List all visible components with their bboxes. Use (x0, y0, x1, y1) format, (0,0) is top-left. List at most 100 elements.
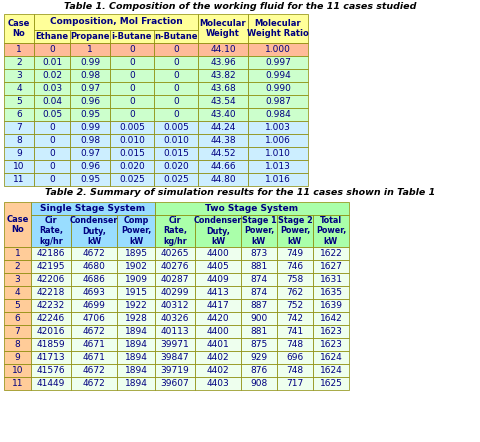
Bar (198, 82, 248, 95)
Bar (31, 338, 71, 351)
Bar (4, 43, 34, 56)
Text: 887: 887 (251, 301, 268, 310)
Bar (195, 273, 241, 286)
Bar (155, 273, 195, 286)
Bar (241, 325, 277, 338)
Text: 0.96: 0.96 (80, 162, 100, 171)
Bar (155, 247, 195, 260)
Bar (198, 95, 248, 108)
Bar (70, 160, 110, 173)
Text: Cir
Rate,
kg/hr: Cir Rate, kg/hr (39, 216, 63, 246)
Bar (31, 351, 71, 364)
Bar (155, 325, 195, 338)
Bar (4, 377, 31, 390)
Bar (110, 56, 154, 69)
Bar (241, 338, 277, 351)
Text: Composition, Mol Fraction: Composition, Mol Fraction (49, 18, 182, 27)
Text: 41713: 41713 (36, 353, 65, 362)
Text: 42016: 42016 (37, 327, 65, 336)
Bar (110, 30, 154, 43)
Bar (31, 312, 71, 325)
Text: 0: 0 (173, 110, 179, 119)
Bar (71, 312, 117, 325)
Text: 4672: 4672 (83, 379, 106, 388)
Bar (248, 160, 308, 173)
Text: 1623: 1623 (320, 340, 342, 349)
Text: 0: 0 (49, 149, 55, 158)
Text: 1894: 1894 (125, 379, 147, 388)
Bar (155, 377, 195, 390)
Text: 1.000: 1.000 (265, 45, 291, 54)
Text: 0.02: 0.02 (42, 71, 62, 80)
Text: 0.010: 0.010 (163, 136, 189, 145)
Text: 929: 929 (251, 353, 267, 362)
Bar (117, 325, 155, 338)
Bar (4, 312, 31, 325)
Text: 746: 746 (287, 262, 303, 271)
Bar (4, 69, 34, 82)
Text: 0.020: 0.020 (119, 162, 145, 171)
Bar (155, 215, 195, 247)
Bar (248, 134, 308, 147)
Bar (117, 215, 155, 247)
Text: 40299: 40299 (161, 288, 189, 297)
Text: 4401: 4401 (206, 340, 229, 349)
Bar (110, 173, 154, 186)
Text: 752: 752 (287, 301, 303, 310)
Bar (110, 43, 154, 56)
Text: 44.38: 44.38 (210, 136, 236, 145)
Text: 9: 9 (16, 149, 22, 158)
Bar (117, 299, 155, 312)
Bar (4, 273, 31, 286)
Bar (248, 82, 308, 95)
Bar (241, 312, 277, 325)
Bar (277, 338, 313, 351)
Bar (198, 147, 248, 160)
Text: 4699: 4699 (83, 301, 106, 310)
Text: 8: 8 (14, 340, 20, 349)
Bar (70, 95, 110, 108)
Text: 11: 11 (12, 379, 23, 388)
Text: 0.96: 0.96 (80, 97, 100, 106)
Text: 43.96: 43.96 (210, 58, 236, 67)
Bar (277, 286, 313, 299)
Text: 1922: 1922 (125, 301, 147, 310)
Text: 42186: 42186 (37, 249, 65, 258)
Bar (277, 325, 313, 338)
Text: 0: 0 (129, 97, 135, 106)
Bar (195, 364, 241, 377)
Bar (313, 351, 349, 364)
Bar (195, 325, 241, 338)
Bar (71, 260, 117, 273)
Text: 1894: 1894 (125, 327, 147, 336)
Text: 0.99: 0.99 (80, 123, 100, 132)
Bar (4, 247, 31, 260)
Bar (4, 260, 31, 273)
Bar (117, 377, 155, 390)
Text: 42246: 42246 (37, 314, 65, 323)
Text: 0.984: 0.984 (265, 110, 291, 119)
Bar (34, 160, 70, 173)
Text: 1622: 1622 (320, 249, 342, 258)
Bar (71, 377, 117, 390)
Bar (198, 173, 248, 186)
Text: 0: 0 (129, 110, 135, 119)
Bar (154, 134, 198, 147)
Text: 758: 758 (287, 275, 304, 284)
Bar (248, 69, 308, 82)
Text: 43.40: 43.40 (210, 110, 236, 119)
Bar (34, 82, 70, 95)
Bar (195, 299, 241, 312)
Text: 4: 4 (16, 84, 22, 93)
Text: 39971: 39971 (161, 340, 190, 349)
Bar (313, 338, 349, 351)
Text: 5: 5 (14, 301, 20, 310)
Text: 0.03: 0.03 (42, 84, 62, 93)
Bar (4, 14, 34, 43)
Bar (241, 299, 277, 312)
Text: 0: 0 (49, 123, 55, 132)
Text: 0.95: 0.95 (80, 175, 100, 184)
Bar (154, 69, 198, 82)
Text: 41449: 41449 (37, 379, 65, 388)
Text: 10: 10 (13, 162, 25, 171)
